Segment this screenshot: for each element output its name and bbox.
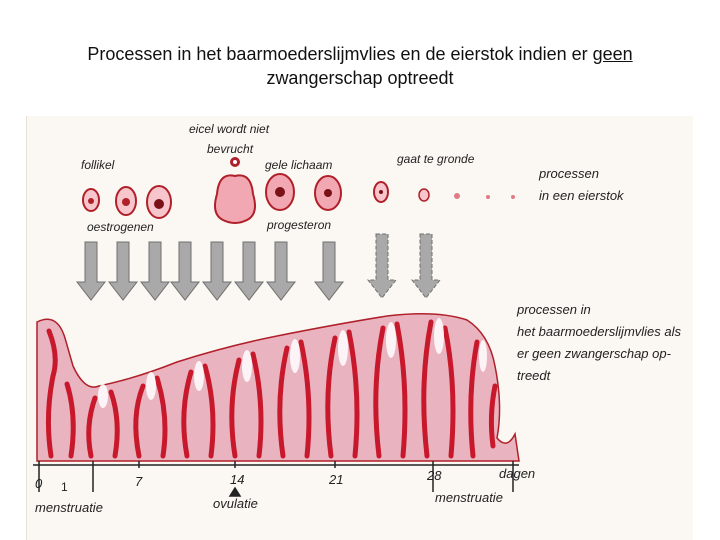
tick-7: 7 <box>135 474 143 489</box>
label-oestrogenen: oestrogenen <box>87 220 154 234</box>
label-progesteron: progesteron <box>267 218 332 232</box>
tick-0: 0 <box>35 476 43 491</box>
label-uterus-line2: het baarmoederslijmvlies als <box>517 324 682 339</box>
title-line1: Processen in het baarmoederslijmvlies en… <box>87 44 593 64</box>
ovary-stages <box>82 157 515 224</box>
label-eicel-line1: eicel wordt niet <box>189 122 270 136</box>
tick-21: 21 <box>329 472 344 487</box>
page-title: Processen in het baarmoederslijmvlies en… <box>0 42 720 90</box>
label-ovulatie: ovulatie <box>213 496 258 511</box>
label-eicel-line2: bevrucht <box>207 142 254 156</box>
tick-14: 14 <box>230 472 245 487</box>
cycle-illustration <box>33 157 520 497</box>
axis-unit: dagen <box>499 466 536 481</box>
label-uterus-line3: er geen zwangerschap op- <box>517 346 671 361</box>
hormone-arrows <box>75 233 442 301</box>
endometrium <box>36 313 520 462</box>
day-axis <box>33 461 519 497</box>
title-line2: zwangerschap optreedt <box>266 68 454 88</box>
label-gele-lichaam: gele lichaam <box>265 158 333 172</box>
label-gaat-te-gronde: gaat te gronde <box>397 152 475 166</box>
cycle-figure: follikel eicel wordt niet bevrucht gele … <box>26 116 693 540</box>
label-uterus-line1: processen in <box>517 302 591 317</box>
label-ovary-process-line1: processen <box>539 166 599 181</box>
label-menstruatie-right: menstruatie <box>435 490 503 505</box>
label-follikel: follikel <box>81 158 115 172</box>
label-menstruatie-left: menstruatie <box>35 500 103 515</box>
tick-28: 28 <box>427 468 442 483</box>
label-ovary-process-line2: in een eierstok <box>539 188 624 203</box>
title-underlined-word: geen <box>592 44 633 64</box>
label-uterus-line4: treedt <box>517 368 551 383</box>
marker-1: 1 <box>61 480 68 494</box>
